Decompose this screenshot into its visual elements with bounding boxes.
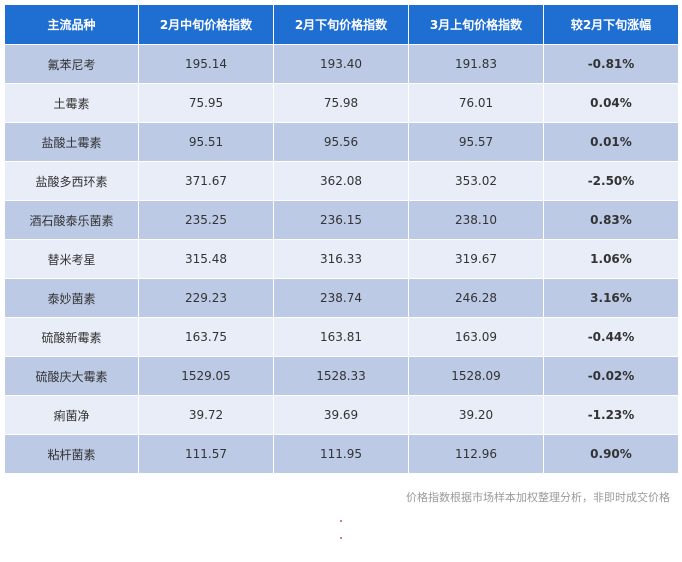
early-mar-index-cell: 76.01 xyxy=(408,83,544,123)
header-change-vs-late-feb: 较2月下旬涨幅 xyxy=(543,4,679,45)
table-row: 痢菌净 39.72 39.69 39.20 -1.23% xyxy=(4,395,679,435)
table-row: 土霉素 75.95 75.98 76.01 0.04% xyxy=(4,83,679,123)
table-header-row: 主流品种 2月中旬价格指数 2月下旬价格指数 3月上旬价格指数 较2月下旬涨幅 xyxy=(4,4,679,45)
variety-cell: 痢菌净 xyxy=(4,395,139,435)
change-cell: 0.90% xyxy=(543,434,679,474)
table-row: 泰妙菌素 229.23 238.74 246.28 3.16% xyxy=(4,278,679,318)
variety-cell: 酒石酸泰乐菌素 xyxy=(4,200,139,240)
variety-cell: 硫酸新霉素 xyxy=(4,317,139,357)
table-row: 盐酸土霉素 95.51 95.56 95.57 0.01% xyxy=(4,122,679,162)
footnote: 价格指数根据市场样本加权整理分析，非即时成交价格 xyxy=(406,491,670,504)
late-feb-index-cell: 316.33 xyxy=(273,239,409,279)
late-feb-index-cell: 1528.33 xyxy=(273,356,409,396)
mid-feb-index-cell: 371.67 xyxy=(138,161,274,201)
variety-cell: 替米考星 xyxy=(4,239,139,279)
late-feb-index-cell: 111.95 xyxy=(273,434,409,474)
mid-feb-index-cell: 315.48 xyxy=(138,239,274,279)
variety-cell: 粘杆菌素 xyxy=(4,434,139,474)
early-mar-index-cell: 238.10 xyxy=(408,200,544,240)
table-row: 氟苯尼考 195.14 193.40 191.83 -0.81% xyxy=(4,44,679,84)
change-cell: 3.16% xyxy=(543,278,679,318)
early-mar-index-cell: 39.20 xyxy=(408,395,544,435)
late-feb-index-cell: 163.81 xyxy=(273,317,409,357)
early-mar-index-cell: 353.02 xyxy=(408,161,544,201)
mid-feb-index-cell: 163.75 xyxy=(138,317,274,357)
change-cell: 0.01% xyxy=(543,122,679,162)
table-body: 氟苯尼考 195.14 193.40 191.83 -0.81% 土霉素 75.95 75.9… xyxy=(4,44,679,474)
header-mid-feb-index: 2月中旬价格指数 xyxy=(138,4,274,45)
change-cell: -0.81% xyxy=(543,44,679,84)
variety-cell: 盐酸多西环素 xyxy=(4,161,139,201)
variety-cell: 氟苯尼考 xyxy=(4,44,139,84)
early-mar-index-cell: 246.28 xyxy=(408,278,544,318)
mid-feb-index-cell: 39.72 xyxy=(138,395,274,435)
early-mar-index-cell: 95.57 xyxy=(408,122,544,162)
change-cell: 0.04% xyxy=(543,83,679,123)
header-early-mar-index: 3月上旬价格指数 xyxy=(408,4,544,45)
change-cell: 0.83% xyxy=(543,200,679,240)
decorative-dot xyxy=(340,537,342,539)
change-cell: -2.50% xyxy=(543,161,679,201)
mid-feb-index-cell: 195.14 xyxy=(138,44,274,84)
late-feb-index-cell: 238.74 xyxy=(273,278,409,318)
late-feb-index-cell: 95.56 xyxy=(273,122,409,162)
variety-cell: 盐酸土霉素 xyxy=(4,122,139,162)
price-index-table: 主流品种 2月中旬价格指数 2月下旬价格指数 3月上旬价格指数 较2月下旬涨幅 … xyxy=(4,4,679,474)
early-mar-index-cell: 191.83 xyxy=(408,44,544,84)
change-cell: 1.06% xyxy=(543,239,679,279)
mid-feb-index-cell: 75.95 xyxy=(138,83,274,123)
mid-feb-index-cell: 229.23 xyxy=(138,278,274,318)
change-cell: -0.02% xyxy=(543,356,679,396)
variety-cell: 泰妙菌素 xyxy=(4,278,139,318)
change-cell: -1.23% xyxy=(543,395,679,435)
early-mar-index-cell: 163.09 xyxy=(408,317,544,357)
late-feb-index-cell: 362.08 xyxy=(273,161,409,201)
table-row: 硫酸庆大霉素 1529.05 1528.33 1528.09 -0.02% xyxy=(4,356,679,396)
mid-feb-index-cell: 95.51 xyxy=(138,122,274,162)
table-row: 盐酸多西环素 371.67 362.08 353.02 -2.50% xyxy=(4,161,679,201)
mid-feb-index-cell: 235.25 xyxy=(138,200,274,240)
late-feb-index-cell: 236.15 xyxy=(273,200,409,240)
variety-cell: 硫酸庆大霉素 xyxy=(4,356,139,396)
change-cell: -0.44% xyxy=(543,317,679,357)
table-row: 替米考星 315.48 316.33 319.67 1.06% xyxy=(4,239,679,279)
header-variety: 主流品种 xyxy=(4,4,139,45)
decorative-dot xyxy=(340,520,342,522)
header-late-feb-index: 2月下旬价格指数 xyxy=(273,4,409,45)
mid-feb-index-cell: 111.57 xyxy=(138,434,274,474)
late-feb-index-cell: 75.98 xyxy=(273,83,409,123)
early-mar-index-cell: 112.96 xyxy=(408,434,544,474)
table-row: 酒石酸泰乐菌素 235.25 236.15 238.10 0.83% xyxy=(4,200,679,240)
early-mar-index-cell: 319.67 xyxy=(408,239,544,279)
table-row: 粘杆菌素 111.57 111.95 112.96 0.90% xyxy=(4,434,679,474)
table-row: 硫酸新霉素 163.75 163.81 163.09 -0.44% xyxy=(4,317,679,357)
variety-cell: 土霉素 xyxy=(4,83,139,123)
late-feb-index-cell: 39.69 xyxy=(273,395,409,435)
mid-feb-index-cell: 1529.05 xyxy=(138,356,274,396)
late-feb-index-cell: 193.40 xyxy=(273,44,409,84)
early-mar-index-cell: 1528.09 xyxy=(408,356,544,396)
